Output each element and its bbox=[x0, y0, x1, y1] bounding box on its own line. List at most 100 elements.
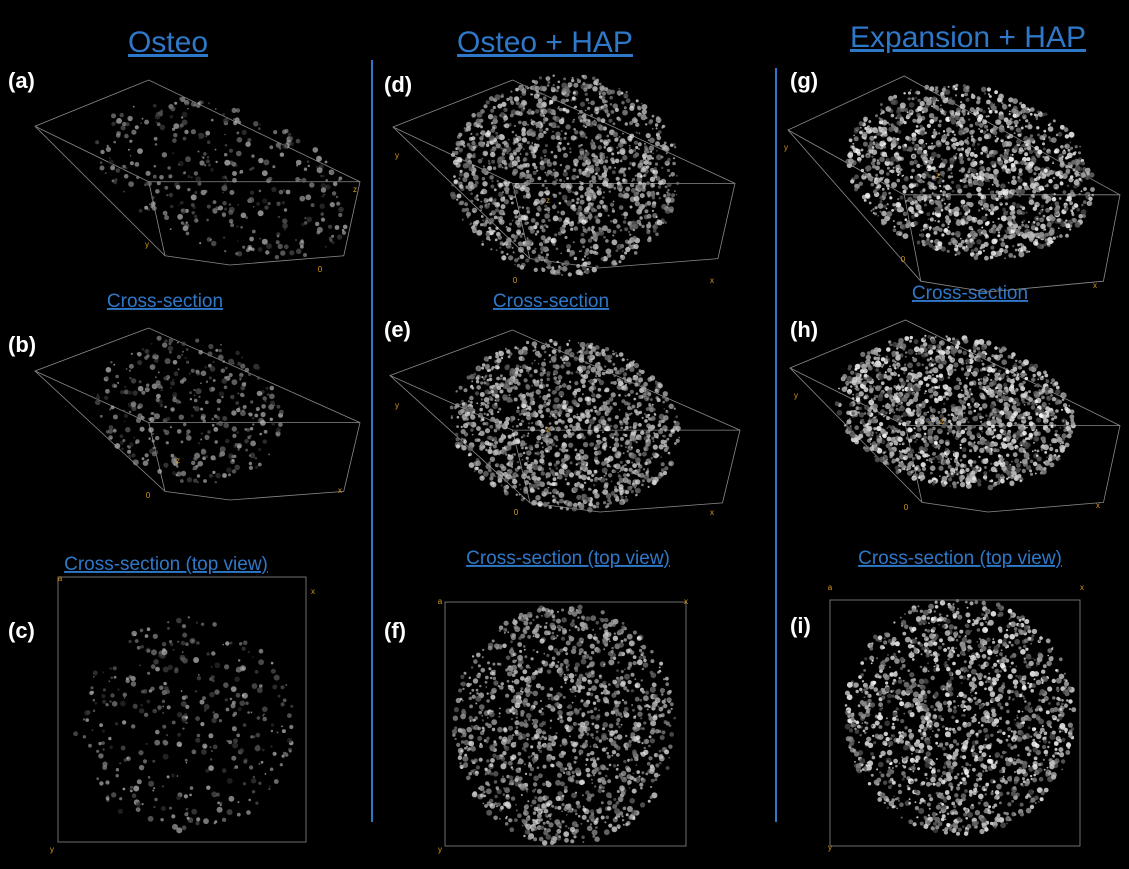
particle bbox=[648, 139, 650, 141]
particle bbox=[507, 680, 510, 683]
particle bbox=[329, 237, 333, 241]
particle bbox=[648, 486, 650, 488]
particle bbox=[484, 413, 486, 415]
particle bbox=[610, 425, 613, 428]
particle bbox=[547, 481, 551, 485]
particle bbox=[566, 244, 571, 249]
particle bbox=[624, 106, 627, 109]
particle bbox=[483, 104, 487, 108]
particle bbox=[317, 227, 323, 233]
particle bbox=[624, 417, 626, 419]
particle bbox=[498, 408, 501, 411]
particle bbox=[265, 400, 267, 402]
particle bbox=[464, 388, 468, 392]
particle bbox=[540, 430, 542, 432]
particle bbox=[129, 442, 133, 446]
particle bbox=[553, 370, 558, 375]
particle bbox=[473, 153, 476, 156]
particle bbox=[83, 718, 85, 720]
particle bbox=[586, 197, 591, 202]
particle bbox=[546, 173, 549, 176]
particle bbox=[598, 213, 603, 218]
particle bbox=[526, 665, 530, 669]
particle bbox=[524, 719, 528, 723]
particle bbox=[565, 94, 569, 98]
particle bbox=[658, 185, 661, 188]
particle bbox=[503, 196, 505, 198]
particle bbox=[540, 226, 543, 229]
particle bbox=[123, 693, 127, 697]
particle bbox=[148, 776, 151, 779]
particle bbox=[643, 174, 646, 177]
particle bbox=[479, 408, 483, 412]
particle bbox=[481, 715, 483, 717]
particle bbox=[639, 113, 641, 115]
particle bbox=[100, 166, 105, 171]
particle bbox=[185, 156, 191, 162]
particle bbox=[545, 132, 547, 134]
particle bbox=[621, 101, 624, 104]
particle bbox=[650, 650, 653, 653]
particle bbox=[597, 757, 600, 760]
particle bbox=[501, 485, 503, 487]
particle bbox=[551, 151, 554, 154]
particle bbox=[153, 414, 155, 416]
particle bbox=[204, 709, 206, 711]
particle bbox=[605, 712, 610, 717]
particle bbox=[309, 182, 314, 187]
particle bbox=[262, 715, 264, 717]
particle bbox=[183, 137, 187, 141]
particle bbox=[587, 366, 591, 370]
particle bbox=[493, 445, 497, 449]
particle bbox=[611, 481, 613, 483]
particle bbox=[612, 372, 614, 374]
particle bbox=[126, 368, 128, 370]
particle bbox=[520, 687, 523, 690]
particle bbox=[489, 436, 494, 441]
particle bbox=[608, 215, 610, 217]
particle bbox=[624, 498, 628, 502]
particle bbox=[160, 110, 163, 113]
particle bbox=[256, 366, 260, 370]
particle bbox=[174, 371, 179, 376]
particle bbox=[627, 486, 632, 491]
particle bbox=[126, 167, 128, 169]
particle bbox=[481, 215, 484, 218]
particle bbox=[193, 478, 197, 482]
particle bbox=[570, 443, 572, 445]
particle bbox=[557, 261, 559, 263]
particle bbox=[471, 689, 474, 692]
particle bbox=[556, 619, 561, 624]
particle bbox=[588, 238, 592, 242]
particle bbox=[481, 398, 483, 400]
particle bbox=[619, 136, 621, 138]
particle bbox=[534, 268, 538, 272]
particle bbox=[633, 224, 638, 229]
particle bbox=[673, 717, 676, 720]
particle bbox=[586, 98, 589, 101]
particle bbox=[258, 659, 264, 665]
particle bbox=[243, 723, 247, 727]
particle bbox=[617, 378, 621, 382]
particle bbox=[549, 361, 552, 364]
particle bbox=[637, 637, 640, 640]
particle bbox=[573, 241, 575, 243]
particle bbox=[456, 444, 460, 448]
particle bbox=[500, 241, 504, 245]
particle bbox=[512, 425, 514, 427]
particle bbox=[558, 265, 561, 268]
particle bbox=[124, 697, 126, 699]
particle bbox=[271, 662, 274, 665]
particle bbox=[554, 203, 556, 205]
particle bbox=[85, 718, 89, 722]
particle bbox=[485, 428, 490, 433]
particle bbox=[255, 465, 258, 468]
particle bbox=[259, 649, 264, 654]
particle bbox=[663, 415, 668, 420]
particle bbox=[582, 258, 585, 261]
particle bbox=[250, 427, 253, 430]
particle bbox=[554, 421, 558, 425]
particle bbox=[476, 467, 479, 470]
particle bbox=[171, 773, 175, 777]
particle bbox=[196, 465, 199, 468]
